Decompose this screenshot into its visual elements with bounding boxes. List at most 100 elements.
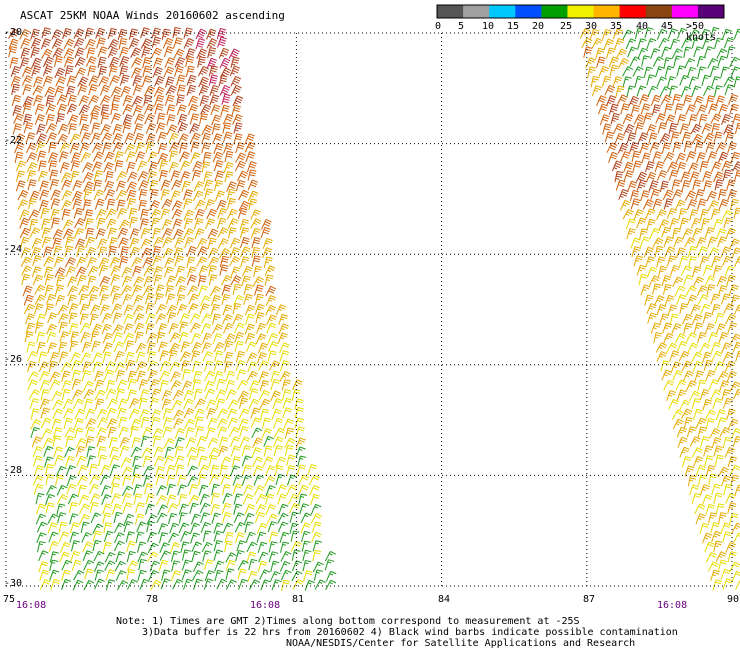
wind-barb [244, 304, 256, 316]
wind-barb [717, 236, 728, 248]
wind-barb [88, 483, 100, 495]
wind-barb [694, 370, 704, 382]
wind-barb [43, 437, 54, 449]
wind-barb [292, 579, 304, 590]
wind-barb [126, 560, 139, 571]
wind-barb [181, 380, 193, 392]
wind-barb [204, 570, 215, 581]
wind-barb [716, 275, 727, 287]
wind-barb [132, 455, 142, 468]
wind-barb [96, 435, 107, 447]
wind-barb [122, 293, 133, 305]
wind-barb [141, 46, 151, 58]
wind-barb [118, 426, 129, 438]
wind-barb [224, 540, 233, 553]
wind-barb [114, 350, 125, 362]
wind-barb [220, 456, 232, 467]
wind-barb [664, 114, 676, 126]
colorbar-label: 15 [507, 21, 520, 32]
wind-barb [725, 313, 737, 325]
wind-barb [139, 218, 149, 230]
wind-barb [694, 141, 704, 153]
wind-barb [640, 190, 650, 202]
wind-barb [228, 426, 240, 438]
wind-barb [199, 493, 210, 505]
wind-barb [180, 341, 191, 353]
wind-barb [664, 65, 675, 78]
wind-barb [294, 398, 304, 410]
wind-barb [23, 303, 35, 315]
wind-barb [271, 408, 282, 420]
wind-barb [733, 207, 740, 219]
wind-barb [715, 503, 725, 515]
wind-barb [61, 208, 71, 221]
wind-barb [227, 399, 239, 410]
wind-barb [141, 447, 153, 458]
wind-barb [194, 398, 206, 409]
wind-barb [114, 160, 124, 172]
wind-barb [651, 104, 661, 116]
wind-barb [77, 464, 88, 476]
wind-barb [75, 445, 86, 457]
wind-barb [193, 180, 205, 192]
wind-barb [145, 133, 156, 145]
wind-barb [61, 569, 71, 581]
wind-barb [80, 352, 92, 364]
wind-barb [650, 322, 661, 334]
wind-barb [711, 76, 721, 88]
wind-barb [113, 522, 125, 534]
wind-barb [216, 418, 228, 429]
wind-barb [145, 122, 157, 134]
wind-barb [213, 549, 224, 561]
wind-barb [31, 436, 42, 448]
wind-barb [699, 160, 709, 173]
wind-barb [284, 445, 294, 457]
wind-barb [675, 379, 687, 391]
wind-barb [122, 475, 132, 487]
wind-barb [182, 368, 191, 381]
wind-barb [279, 360, 290, 372]
wind-barb [663, 332, 674, 344]
wind-barb [221, 275, 233, 286]
wind-barb [183, 578, 193, 590]
wind-barb [82, 199, 92, 211]
wind-barb [271, 579, 282, 591]
wind-barb [70, 152, 81, 164]
wind-barb [111, 94, 121, 107]
wind-barb [691, 134, 703, 145]
wind-barb [724, 84, 735, 96]
wind-barb [116, 180, 126, 192]
wind-barb [696, 104, 708, 116]
wind-barb [67, 285, 79, 297]
wind-barb [98, 246, 108, 258]
wind-barb [59, 142, 71, 153]
wind-barb [215, 389, 227, 400]
wind-barb [227, 208, 238, 220]
wind-barb [181, 559, 192, 571]
wind-barb [74, 417, 84, 430]
wind-barb [204, 370, 216, 382]
wind-barb [267, 350, 277, 362]
wind-barb [672, 418, 684, 430]
wind-barb [142, 75, 152, 87]
wind-barb [33, 303, 44, 315]
wind-barb [209, 285, 222, 297]
wind-barb [102, 541, 112, 554]
wind-barb [97, 238, 108, 250]
wind-barb [200, 512, 211, 524]
wind-barb [95, 27, 106, 39]
wind-barb [44, 284, 54, 297]
wind-barb [98, 454, 108, 467]
wind-barb [36, 331, 46, 344]
wind-barb [134, 132, 144, 144]
wind-barb [713, 171, 724, 183]
wind-barb [229, 237, 241, 249]
wind-barb [186, 245, 197, 257]
wind-barb [690, 217, 702, 229]
wind-barb [127, 370, 137, 382]
wind-barb [45, 123, 57, 134]
wind-barb [622, 113, 634, 125]
wind-barb [608, 56, 619, 68]
wind-barb [679, 399, 691, 411]
wind-barb [127, 171, 138, 183]
